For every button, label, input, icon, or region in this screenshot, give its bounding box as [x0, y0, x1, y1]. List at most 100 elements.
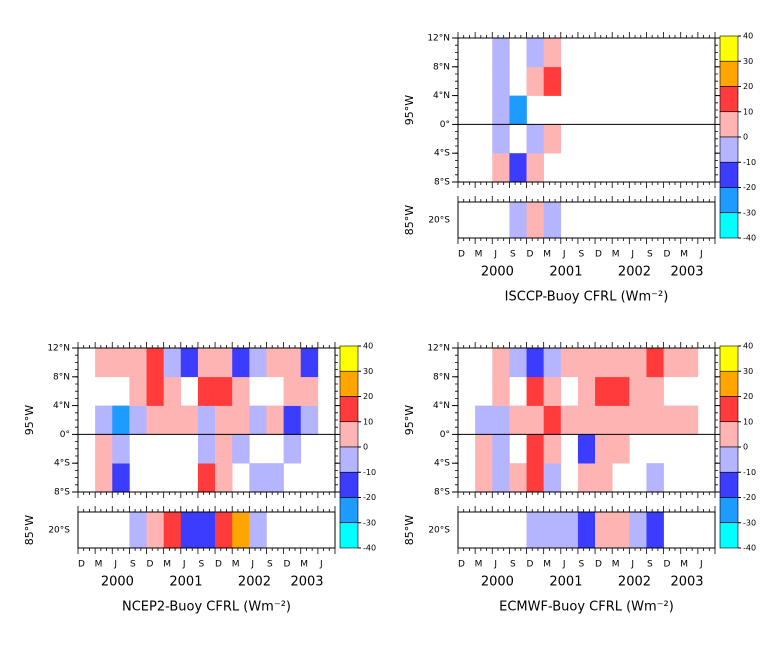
colorbar-box	[719, 86, 739, 113]
colorbar-label: 30	[743, 57, 753, 66]
colorbar-label: 20	[743, 392, 753, 401]
cell	[612, 376, 630, 406]
cell	[475, 405, 493, 435]
year-label: 2001	[549, 575, 582, 590]
cell	[526, 405, 544, 435]
year-label: 2000	[481, 265, 514, 280]
cell	[526, 376, 544, 406]
cell	[95, 348, 113, 378]
cell	[146, 348, 164, 378]
cell	[163, 348, 182, 378]
y-tick-label: 8°N	[433, 62, 450, 72]
cell	[560, 348, 579, 378]
colorbar-box	[719, 161, 739, 188]
cell	[577, 376, 596, 406]
cell	[560, 405, 579, 435]
cell	[300, 348, 319, 378]
cell	[249, 405, 267, 435]
cell	[129, 348, 147, 378]
cell	[95, 463, 113, 493]
colorbar-label: 10	[743, 107, 753, 116]
cell	[612, 405, 630, 435]
cell	[646, 405, 664, 435]
strip-cell	[197, 512, 216, 548]
cell	[526, 153, 544, 183]
cell	[95, 434, 113, 464]
cell	[146, 405, 164, 435]
y-tick-label: 8°S	[434, 488, 450, 498]
cell	[112, 434, 130, 464]
x-tick-label: S	[510, 250, 516, 260]
year-label: 2001	[549, 265, 582, 280]
x-tick-label: M	[680, 250, 688, 260]
x-tick-label: J	[113, 560, 117, 570]
colorbar-label: -40	[743, 544, 756, 553]
cell	[112, 348, 130, 378]
cell	[283, 376, 302, 406]
strip-frame	[457, 201, 716, 239]
cell	[492, 124, 510, 154]
x-tick-label: D	[215, 560, 222, 570]
cell	[266, 405, 284, 435]
x-tick-label: D	[664, 560, 671, 570]
cell	[215, 463, 233, 493]
y-axis-label: 95°W	[403, 95, 416, 125]
y-tick-label: 4°S	[434, 149, 450, 159]
cell	[492, 376, 510, 406]
colorbar-label: 30	[363, 367, 373, 376]
y-tick-label: 12°N	[47, 344, 70, 354]
x-tick-label: S	[510, 560, 516, 570]
x-tick-label: S	[199, 560, 205, 570]
cell	[680, 348, 699, 378]
y-tick-label: 8°S	[54, 488, 70, 498]
x-tick-label: D	[664, 250, 671, 260]
colorbar-label: -40	[363, 544, 376, 553]
strip-cell	[629, 512, 647, 548]
x-tick-label: D	[78, 560, 85, 570]
cell	[543, 434, 562, 464]
colorbar-label: 10	[743, 417, 753, 426]
cell	[163, 405, 182, 435]
cell	[595, 348, 613, 378]
colorbar-box	[339, 522, 359, 549]
colorbar-label: 20	[743, 82, 753, 91]
colorbar-label: -30	[743, 208, 756, 217]
colorbar-box	[719, 187, 739, 214]
cell	[266, 348, 284, 378]
x-tick-label: M	[612, 560, 620, 570]
colorbar-box	[719, 421, 739, 448]
cell	[197, 376, 216, 406]
cell	[595, 405, 613, 435]
strip-cell	[646, 512, 664, 548]
x-tick-label: J	[493, 560, 497, 570]
colorbar-box	[719, 35, 739, 62]
colorbar-label: 20	[363, 392, 373, 401]
y-tick-label: 12°N	[427, 34, 450, 44]
colorbar-label: 10	[363, 417, 373, 426]
strip-cell	[577, 512, 596, 548]
colorbar-box	[719, 136, 739, 163]
strip-cell	[543, 202, 562, 238]
x-tick-label: S	[647, 560, 653, 570]
cell	[232, 376, 250, 406]
cell	[509, 463, 527, 493]
cell	[526, 124, 544, 154]
x-tick-label: S	[647, 250, 653, 260]
cell	[249, 463, 267, 493]
x-tick-label: J	[562, 560, 566, 570]
x-tick-label: J	[319, 560, 323, 570]
strip-cell	[612, 512, 630, 548]
colorbar-label: 30	[743, 367, 753, 376]
x-tick-label: S	[267, 560, 273, 570]
colorbar-label: 0	[363, 443, 368, 452]
y-axis-label: 95°W	[23, 405, 36, 435]
x-tick-label: S	[579, 250, 585, 260]
y-tick-label: 0°	[440, 430, 450, 440]
strip-cell	[163, 512, 182, 548]
year-label: 2002	[618, 265, 651, 280]
colorbar-box	[719, 396, 739, 423]
strip-axis-label: 85°W	[23, 515, 36, 545]
cell	[197, 405, 216, 435]
strip-cell	[526, 512, 544, 548]
strip-cell	[509, 202, 527, 238]
